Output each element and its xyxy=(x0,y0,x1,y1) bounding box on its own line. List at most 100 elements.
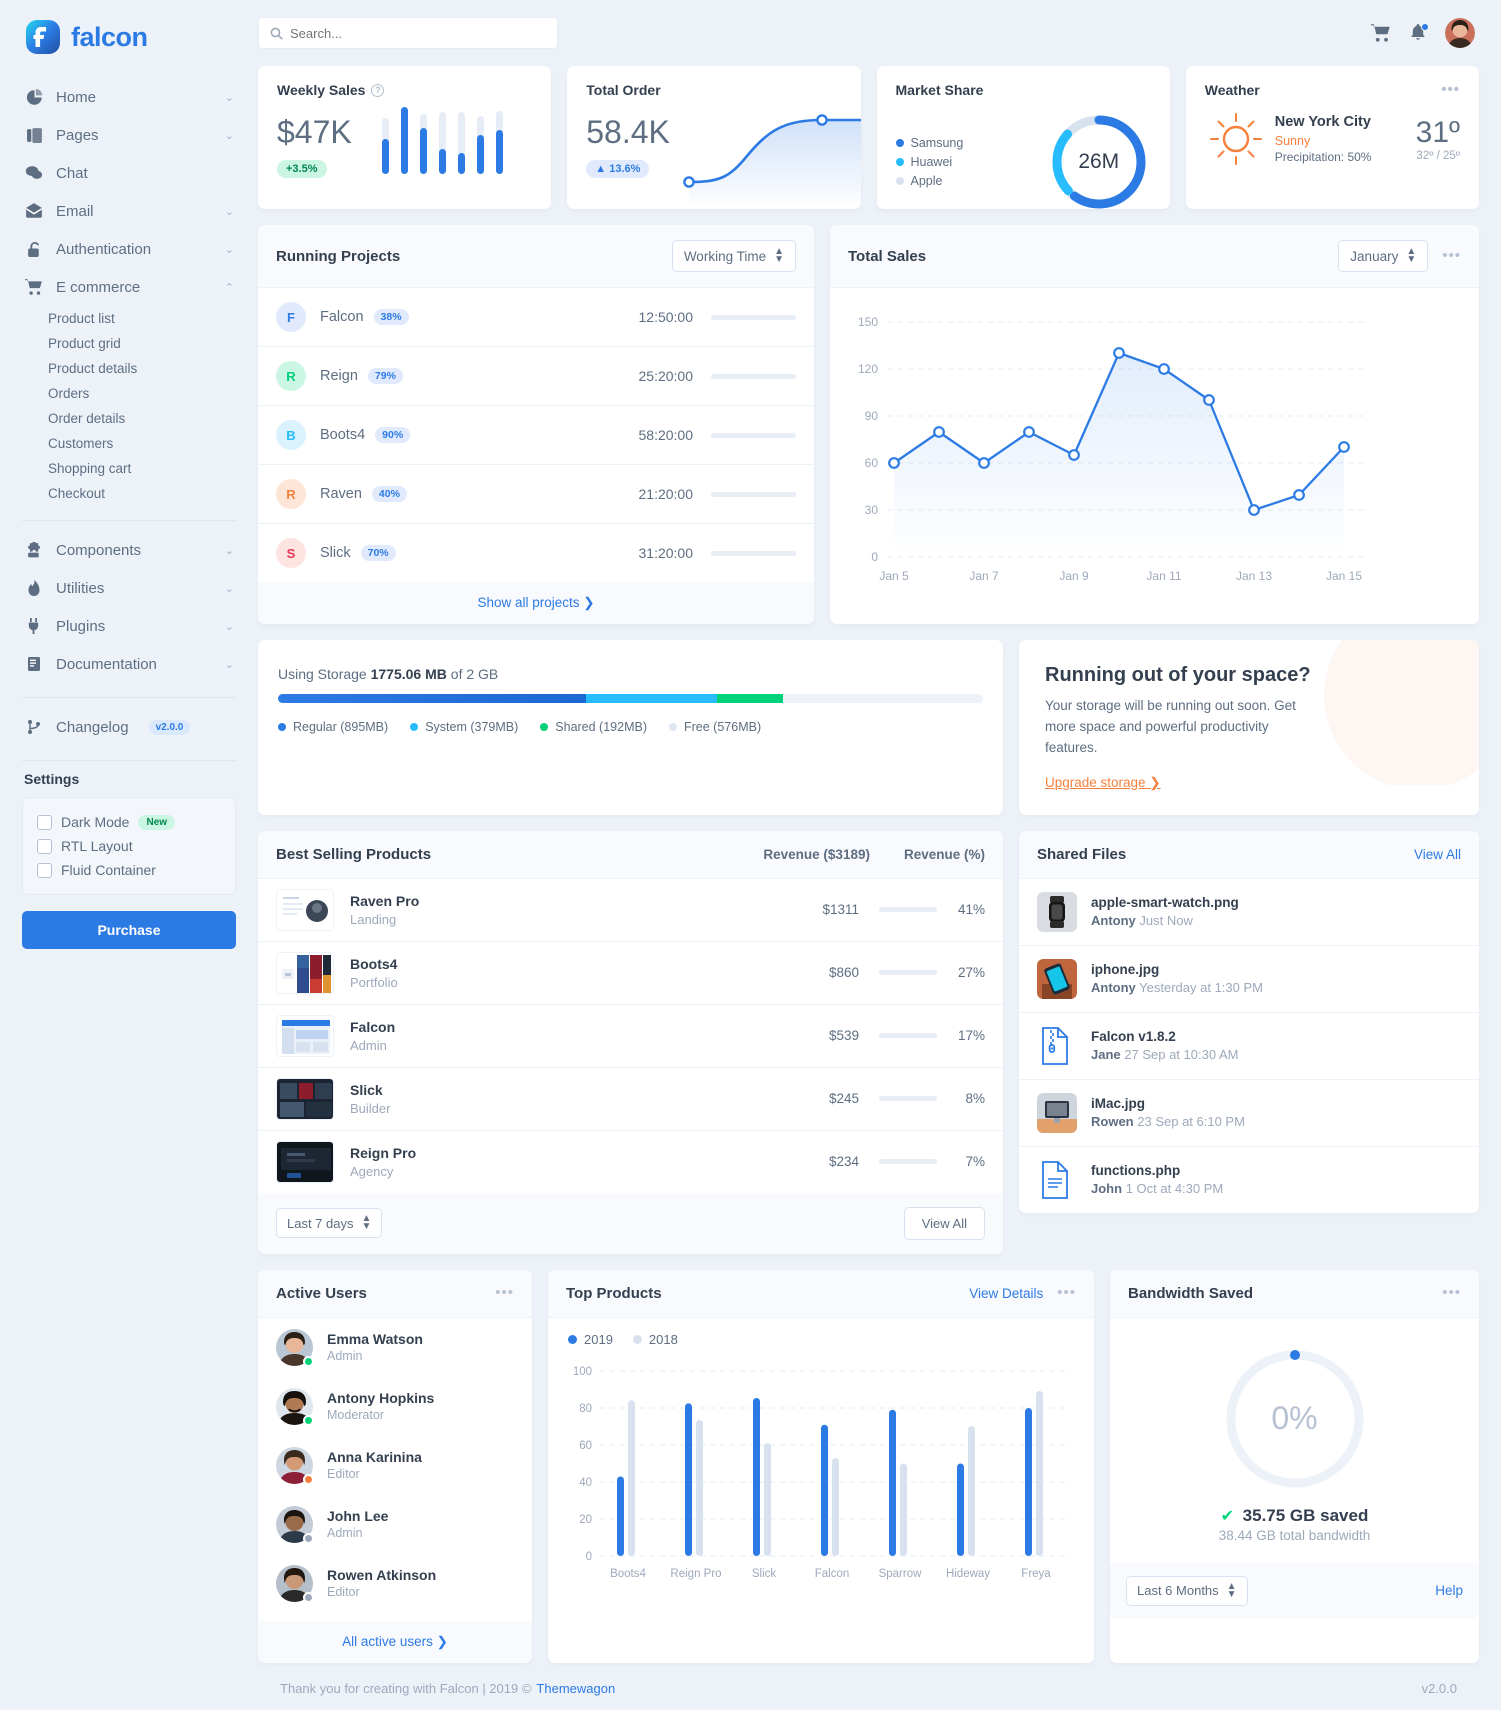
sidebar-item-orders[interactable]: Orders xyxy=(48,386,90,401)
user-role: Moderator xyxy=(327,1408,384,1423)
sidebar-item-utilities[interactable]: Utilities ⌄ xyxy=(22,569,236,607)
brand-logo-link[interactable]: falcon xyxy=(22,0,236,78)
file-owner: Antony xyxy=(1091,913,1136,929)
purchase-button[interactable]: Purchase xyxy=(22,911,236,949)
sidebar-item-order-details[interactable]: Order details xyxy=(48,411,126,426)
table-row[interactable]: Slick Builder $245 8% xyxy=(258,1068,1003,1131)
chevron-down-icon[interactable]: ⌄ xyxy=(224,243,234,256)
sidebar-item-authentication[interactable]: Authentication ⌄ xyxy=(22,230,236,268)
sidebar-item-customers[interactable]: Customers xyxy=(48,436,114,451)
file-name: iMac.jpg xyxy=(1091,1096,1146,1112)
list-item[interactable]: iphone.jpg Antony Yesterday at 1:30 PM xyxy=(1019,946,1479,1013)
setting-dark-mode[interactable]: Dark Mode New xyxy=(37,810,221,834)
sidebar-item-components[interactable]: Components ⌄ xyxy=(22,531,236,569)
chevron-down-icon[interactable]: ⌄ xyxy=(224,205,234,218)
view-details-link[interactable]: View Details xyxy=(969,1285,1044,1301)
sidebar-item-home[interactable]: Home ⌄ xyxy=(22,78,236,116)
legend-item-2019[interactable]: 2019 xyxy=(568,1332,613,1347)
more-options-icon[interactable]: ••• xyxy=(1441,81,1460,98)
more-options-icon[interactable]: ••• xyxy=(1442,1284,1461,1302)
list-item[interactable]: John Lee Admin xyxy=(258,1495,532,1554)
working-time-select[interactable]: Working Time ▲ ▼ xyxy=(671,240,796,272)
table-row[interactable]: S Slick 70% 31:20:00 xyxy=(258,524,814,582)
search-input[interactable] xyxy=(290,25,546,41)
table-row[interactable]: R Raven 40% 21:20:00 xyxy=(258,465,814,524)
chevron-down-icon[interactable]: ⌄ xyxy=(224,91,234,104)
sidebar-item-pages[interactable]: Pages ⌄ xyxy=(22,116,236,154)
bandwidth-range-value: Last 6 Months xyxy=(1137,1583,1219,1599)
help-link[interactable]: Help xyxy=(1435,1583,1463,1599)
sidebar-item-product-list[interactable]: Product list xyxy=(48,311,115,326)
sidebar-item-product-grid[interactable]: Product grid xyxy=(48,336,121,351)
search-bar[interactable] xyxy=(258,17,558,49)
chevron-down-icon[interactable]: ⌄ xyxy=(224,129,234,142)
sidebar-item-chat[interactable]: Chat xyxy=(22,154,236,192)
sidebar-item-plugins[interactable]: Plugins ⌄ xyxy=(22,607,236,645)
list-item[interactable]: Falcon v1.8.2 Jane 27 Sep at 10:30 AM xyxy=(1019,1013,1479,1080)
show-all-projects-link[interactable]: Show all projects ❯ xyxy=(258,582,814,624)
sidebar-item-label: Plugins xyxy=(56,617,106,635)
chevron-up-icon[interactable]: ⌃ xyxy=(224,281,234,294)
sidebar-item-ecommerce[interactable]: E commerce ⌃ xyxy=(22,268,236,306)
avatar[interactable] xyxy=(1445,18,1475,48)
status-badge xyxy=(303,1414,314,1426)
table-row[interactable]: F Falcon 38% 12:50:00 xyxy=(258,288,814,347)
sidebar-item-changelog[interactable]: Changelog v2.0.0 xyxy=(22,708,236,746)
fluid-container-checkbox[interactable] xyxy=(37,862,52,878)
svg-text:60: 60 xyxy=(865,456,879,470)
chevron-down-icon[interactable]: ⌄ xyxy=(224,582,234,595)
cart-icon[interactable] xyxy=(1371,23,1391,43)
upgrade-storage-link[interactable]: Upgrade storage ❯ xyxy=(1045,774,1161,790)
file-name: iphone.jpg xyxy=(1091,962,1160,978)
product-category: Agency xyxy=(350,1163,394,1179)
list-item[interactable]: Antony Hopkins Moderator xyxy=(258,1377,532,1436)
list-item[interactable]: Emma Watson Admin xyxy=(258,1318,532,1377)
view-all-link[interactable]: View All xyxy=(1413,846,1461,862)
date-range-select[interactable]: Last 7 days ▲ ▼ xyxy=(276,1208,383,1239)
file-time: 23 Sep at 6:10 PM xyxy=(1137,1114,1245,1130)
chevron-down-icon[interactable]: ⌄ xyxy=(224,544,234,557)
month-select[interactable]: January ▲ ▼ xyxy=(1338,240,1429,272)
help-icon[interactable]: ? xyxy=(371,83,385,97)
setting-label: Dark Mode xyxy=(61,814,130,830)
table-row[interactable]: Raven Pro Landing $1311 41% xyxy=(258,879,1003,942)
list-item[interactable]: apple-smart-watch.png Antony Just Now xyxy=(1019,879,1479,946)
more-options-icon[interactable]: ••• xyxy=(1057,1284,1076,1302)
sidebar-item-shopping-cart[interactable]: Shopping cart xyxy=(48,461,132,476)
sidebar-item-product-details[interactable]: Product details xyxy=(48,361,138,376)
list-item[interactable]: iMac.jpg Rowen 23 Sep at 6:10 PM xyxy=(1019,1080,1479,1147)
chevron-down-icon[interactable]: ⌄ xyxy=(224,658,234,671)
table-row[interactable]: Falcon Admin $539 17% xyxy=(258,1005,1003,1068)
svg-text:Hideway: Hideway xyxy=(946,1568,990,1580)
table-row[interactable]: Boots4 Portfolio $860 27% xyxy=(258,942,1003,1005)
list-item[interactable]: Rowen Atkinson Editor xyxy=(258,1554,532,1613)
storage-prefix: Using Storage xyxy=(278,666,367,682)
svg-text:30: 30 xyxy=(865,503,879,517)
sidebar-item-email[interactable]: Email ⌄ xyxy=(22,192,236,230)
notifications-bell-icon[interactable] xyxy=(1409,23,1429,42)
project-progress-bar xyxy=(711,373,796,379)
bandwidth-range-select[interactable]: Last 6 Months ▲ ▼ xyxy=(1126,1575,1248,1606)
table-row[interactable]: Reign Pro Agency $234 7% xyxy=(258,1131,1003,1193)
list-item[interactable]: functions.php John 1 Oct at 4:30 PM xyxy=(1019,1147,1479,1213)
legend-item-2018[interactable]: 2018 xyxy=(632,1332,678,1347)
all-active-users-link[interactable]: All active users ❯ xyxy=(258,1620,532,1663)
setting-rtl-layout[interactable]: RTL Layout xyxy=(37,834,221,858)
chat-icon xyxy=(24,163,44,183)
setting-fluid-container[interactable]: Fluid Container xyxy=(37,858,221,882)
more-options-icon[interactable]: ••• xyxy=(495,1284,514,1302)
svg-text:Jan 11: Jan 11 xyxy=(1146,569,1181,583)
list-item[interactable]: Anna Karinina Editor xyxy=(258,1436,532,1495)
legend-item-free: Free (576MB) xyxy=(669,720,761,734)
rtl-layout-checkbox[interactable] xyxy=(37,838,52,854)
footer-link[interactable]: Themewagon xyxy=(536,1680,616,1696)
dark-mode-checkbox[interactable] xyxy=(37,814,52,830)
sidebar-item-documentation[interactable]: Documentation ⌄ xyxy=(22,645,236,683)
chevron-down-icon[interactable]: ⌄ xyxy=(224,620,234,633)
more-options-icon[interactable]: ••• xyxy=(1442,247,1461,264)
legend-dot-2019 xyxy=(568,1334,577,1344)
table-row[interactable]: B Boots4 90% 58:20:00 xyxy=(258,406,814,465)
view-all-button[interactable]: View All xyxy=(903,1206,985,1240)
table-row[interactable]: R Reign 79% 25:20:00 xyxy=(258,347,814,406)
sidebar-item-checkout[interactable]: Checkout xyxy=(48,486,106,501)
